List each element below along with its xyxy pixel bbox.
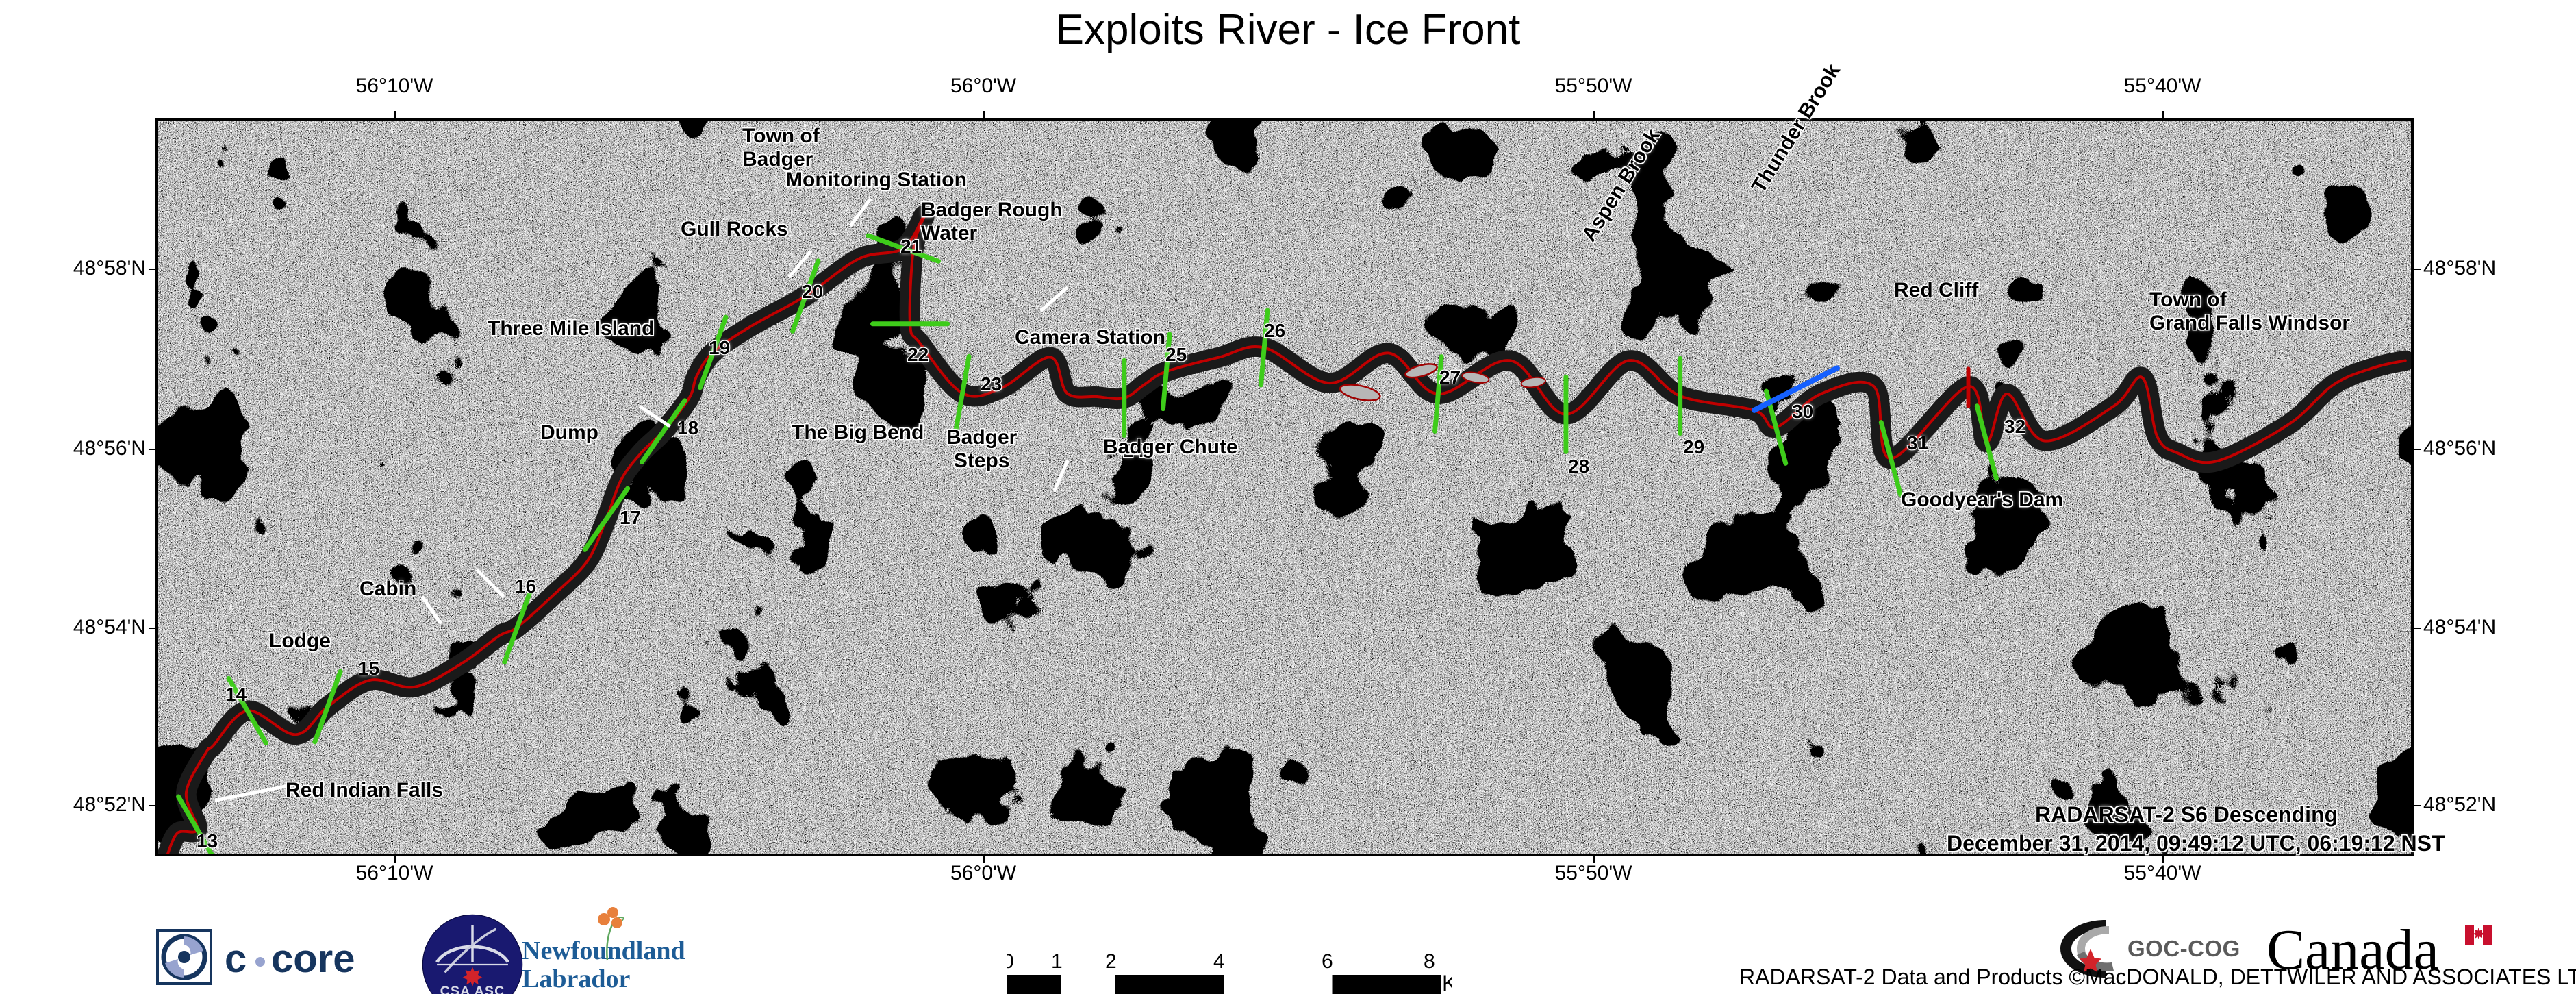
svg-text:0: 0	[1007, 950, 1014, 973]
svg-text:1: 1	[1051, 950, 1063, 973]
svg-text:core: core	[271, 936, 355, 981]
svg-text:c: c	[225, 936, 247, 981]
svg-text:Kilometers: Kilometers	[1442, 971, 1452, 994]
svg-text:4: 4	[1213, 950, 1225, 973]
svg-text:GOC-COG: GOC-COG	[2127, 936, 2239, 961]
svg-text:2: 2	[1105, 950, 1117, 973]
svg-text:CSA ASC: CSA ASC	[440, 984, 505, 994]
svg-text:8: 8	[1424, 950, 1435, 973]
svg-text:6: 6	[1322, 950, 1333, 973]
